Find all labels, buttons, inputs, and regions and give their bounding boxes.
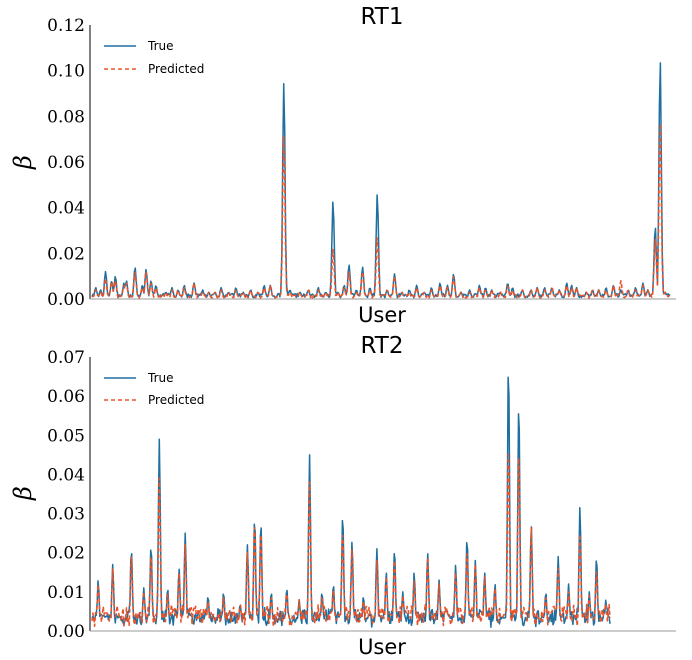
legend-true-label: True: [147, 39, 174, 53]
chart-panel-rt2: RT2 User β 0.000.010.020.030.040.050.060…: [9, 333, 676, 659]
plot-area: [91, 376, 611, 628]
y-tick-label: 0.01: [47, 583, 85, 603]
series-predicted-line: [91, 453, 611, 628]
plot-area: [91, 62, 671, 299]
y-tick-label: 0.02: [47, 244, 85, 264]
y-tick-label: 0.02: [47, 544, 85, 564]
y-tick-label: 0.00: [47, 290, 85, 310]
legend: True Predicted: [104, 371, 204, 407]
chart-title: RT1: [361, 4, 404, 30]
x-axis-label: User: [358, 303, 406, 327]
y-axis-label: β: [9, 155, 37, 170]
y-axis-label: β: [9, 486, 37, 501]
legend-predicted-label: Predicted: [148, 62, 204, 76]
legend: True Predicted: [104, 39, 204, 76]
y-tick-label: 0.10: [47, 62, 85, 82]
y-tick-label: 0.08: [47, 107, 85, 127]
y-tick-label: 0.04: [47, 199, 85, 219]
y-tick-label: 0.12: [47, 16, 85, 36]
y-tick-labels: 0.00 0.01 0.02 0.03 0.04 0.05 0.06 0.07: [47, 348, 85, 642]
chart-panel-rt1: RT1 User β 0.000.020.040.060.080.100.12 …: [9, 4, 676, 327]
y-tick-label: 0.04: [47, 465, 85, 485]
y-tick-label: 0.07: [47, 348, 85, 368]
y-tick-label: 0.05: [47, 426, 85, 446]
chart-title: RT2: [361, 333, 404, 359]
y-tick-label: 0.06: [47, 387, 85, 407]
y-tick-label: 0.03: [47, 505, 85, 525]
x-axis-label: User: [358, 635, 406, 659]
y-tick-label: 0.00: [47, 622, 85, 642]
legend-predicted-label: Predicted: [148, 393, 204, 407]
y-tick-labels: 0.00 0.02 0.04 0.06 0.08 0.10 0.12: [47, 16, 85, 310]
series-predicted-line: [91, 122, 671, 299]
legend-true-label: True: [147, 371, 174, 385]
y-tick-label: 0.06: [47, 153, 85, 173]
series-true-line: [91, 62, 671, 299]
